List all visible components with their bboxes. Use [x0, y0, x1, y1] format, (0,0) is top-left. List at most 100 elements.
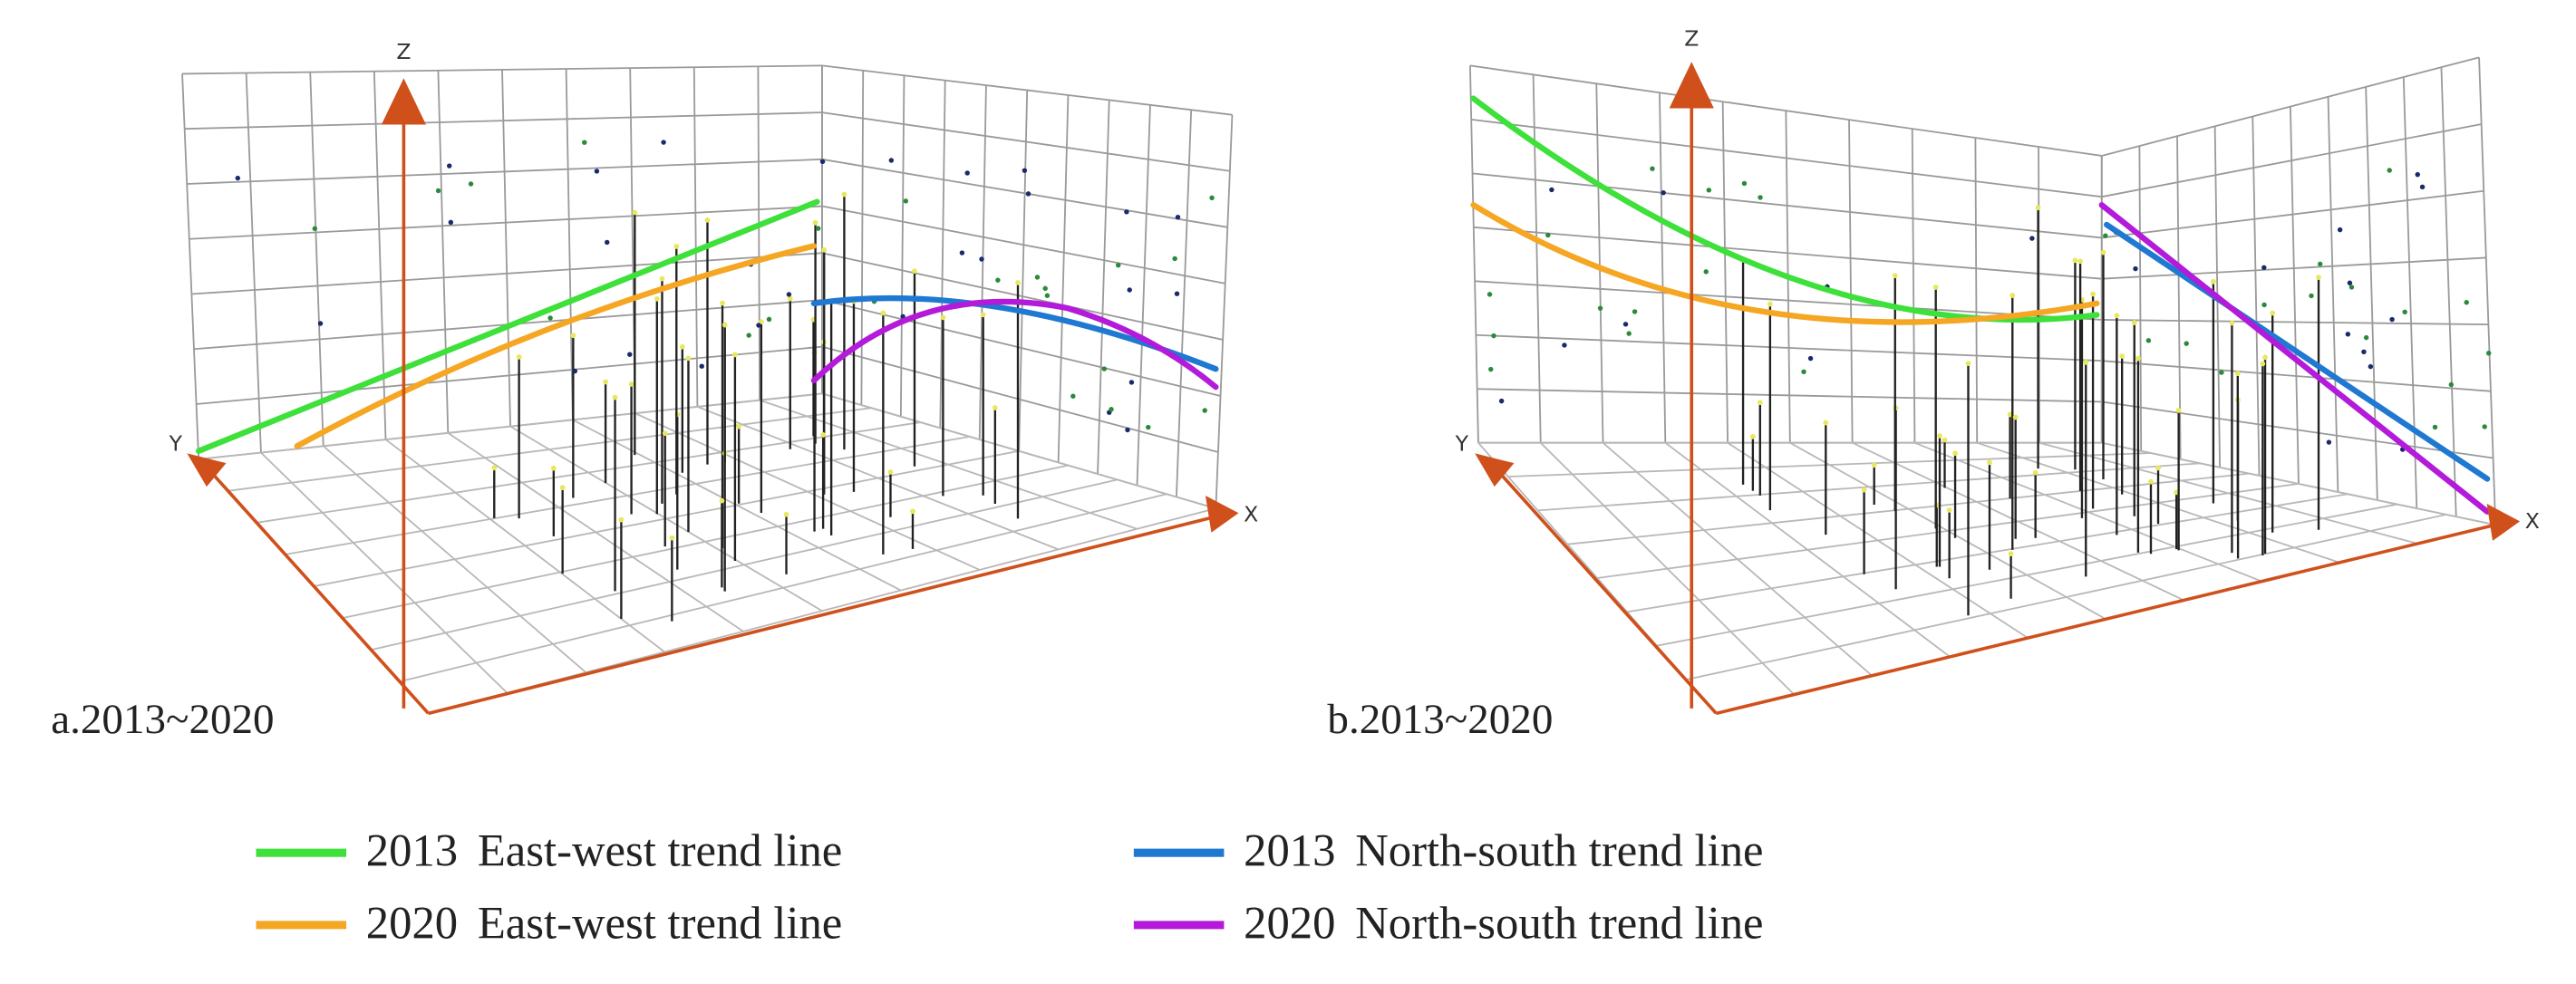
grid-line [285, 436, 971, 555]
grid-line [2440, 67, 2457, 517]
point [2119, 353, 2126, 359]
point [1952, 450, 1958, 457]
point [940, 314, 946, 321]
grids [181, 56, 2497, 715]
point [1597, 305, 1603, 311]
point [2072, 257, 2078, 264]
point [766, 316, 772, 323]
grid-line [1721, 101, 1729, 443]
point [1650, 166, 1655, 171]
panel-labels: a.2013~2020 b.2013~2020 [51, 696, 1553, 743]
point [2464, 300, 2469, 305]
axis-label: X [2525, 508, 2540, 534]
grid-line [2101, 400, 2494, 459]
point [2210, 278, 2216, 285]
point [1823, 420, 1829, 426]
grid-line [2101, 360, 2492, 392]
grid-line [1911, 129, 1916, 443]
grid-line [399, 493, 1167, 683]
y-axis [1493, 466, 1718, 715]
point [547, 315, 553, 321]
trend-lines [195, 95, 2491, 515]
point [2131, 320, 2137, 325]
grid-line [821, 158, 1228, 228]
grid-line [1477, 388, 2102, 403]
point [2345, 332, 2351, 337]
grid-line [1626, 493, 2348, 613]
grid-line [256, 421, 921, 524]
point [1807, 355, 1814, 362]
point [628, 381, 634, 387]
point [1209, 195, 1215, 201]
point [2103, 233, 2108, 238]
point [786, 292, 792, 297]
arrow [1205, 495, 1239, 533]
point [2261, 302, 2267, 308]
grid-line [2101, 123, 2482, 198]
point [2184, 341, 2189, 346]
point [2419, 184, 2426, 190]
grid-line [181, 73, 200, 459]
grid-line [1136, 104, 1151, 486]
grid-line [373, 71, 387, 440]
point [736, 423, 742, 429]
point [1116, 263, 1121, 268]
point [1622, 322, 1629, 327]
point [1124, 209, 1129, 215]
point [1861, 487, 1867, 493]
legend-year: 2020 [1244, 897, 1335, 948]
grid-line [1018, 90, 1029, 451]
point [1892, 273, 1898, 279]
point [1871, 462, 1877, 468]
point [783, 511, 789, 517]
point [2219, 370, 2224, 375]
point [1758, 195, 1763, 200]
grid-line [1097, 100, 1110, 475]
point [1172, 256, 1177, 262]
point [312, 226, 318, 231]
point [2482, 424, 2487, 429]
point [1175, 214, 1181, 220]
point [1937, 433, 1942, 439]
point [1070, 393, 1076, 399]
point [679, 343, 685, 350]
grid-line [2101, 319, 2489, 326]
grid-line [227, 407, 872, 492]
point [1545, 232, 1551, 238]
arrow [1475, 453, 1515, 487]
grid-line [2478, 57, 2497, 526]
point [1042, 285, 1048, 292]
point [980, 312, 986, 318]
grid-line [2365, 86, 2378, 501]
point [2083, 359, 2089, 365]
point [1661, 189, 1666, 196]
legend-year: 2020 [366, 897, 458, 948]
grid-line [2290, 106, 2300, 484]
point [2387, 168, 2392, 173]
point [1801, 369, 1806, 375]
point [582, 140, 587, 145]
point [758, 319, 764, 325]
grid-line [191, 252, 823, 295]
point [1491, 333, 1496, 339]
grid-line [245, 72, 262, 453]
point [627, 352, 633, 357]
point [2032, 469, 2039, 476]
point [1703, 269, 1709, 275]
grid-line [501, 69, 511, 427]
point [669, 535, 675, 541]
grid-line [1176, 110, 1193, 497]
point [673, 244, 680, 249]
point [1034, 275, 1041, 280]
legend-text: East-west trend line [478, 897, 842, 948]
grid-line [821, 299, 1221, 397]
legend-text: North-south trend line [1355, 825, 1763, 876]
point [317, 321, 324, 326]
trend-line [2098, 202, 2491, 515]
point [1025, 191, 1031, 197]
grid-line [2402, 77, 2418, 509]
point [2448, 381, 2455, 388]
point [2035, 205, 2041, 211]
